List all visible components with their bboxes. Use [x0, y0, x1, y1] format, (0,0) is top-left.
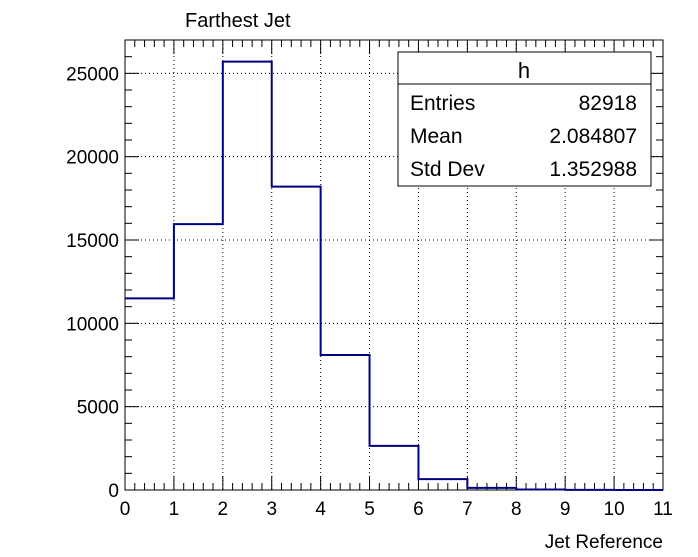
y-tick-label: 10000: [66, 314, 119, 335]
x-tick-label: 2: [218, 499, 229, 520]
stats-box-frame: [397, 51, 652, 187]
stats-stddev-value: 1.352988: [549, 158, 637, 181]
x-axis-label: Jet Reference: [545, 532, 663, 553]
stats-entries-label: Entries: [410, 92, 475, 115]
y-tick-label: 25000: [66, 64, 119, 85]
x-tick-label: 5: [364, 499, 375, 520]
x-tick-label: 11: [653, 499, 673, 520]
x-tick-label: 4: [315, 499, 326, 520]
y-tick-label: 5000: [77, 398, 119, 419]
x-tick-label: 8: [511, 499, 522, 520]
x-tick-labels: 0 1 2 3 4 5 6 7 8 9 10 11: [120, 499, 673, 520]
y-tick-label: 20000: [66, 148, 119, 169]
x-tick-label: 1: [169, 499, 180, 520]
y-tick-label: 15000: [66, 231, 119, 252]
plot-frame: [124, 39, 664, 491]
stats-stddev-label: Std Dev: [410, 158, 485, 181]
x-tick-label: 3: [266, 499, 277, 520]
y-tick-labels: 0 5000 10000 15000 20000 25000: [66, 64, 119, 502]
x-tick-label: 0: [120, 499, 131, 520]
chart-title: Farthest Jet: [185, 10, 291, 32]
x-tick-label: 10: [604, 499, 625, 520]
stats-box: h Entries 82918 Mean 2.084807 Std Dev 1.…: [397, 51, 652, 187]
x-tick-label: 6: [413, 499, 424, 520]
stats-mean-value: 2.084807: [549, 125, 637, 148]
histogram-step-line: [125, 60, 663, 491]
y-tick-label: 0: [108, 481, 119, 502]
stats-mean-label: Mean: [410, 125, 463, 148]
stats-entries-value: 82918: [579, 92, 637, 115]
stats-box-title: h: [518, 58, 530, 83]
x-tick-label: 9: [560, 499, 571, 520]
x-tick-label: 7: [462, 499, 473, 520]
